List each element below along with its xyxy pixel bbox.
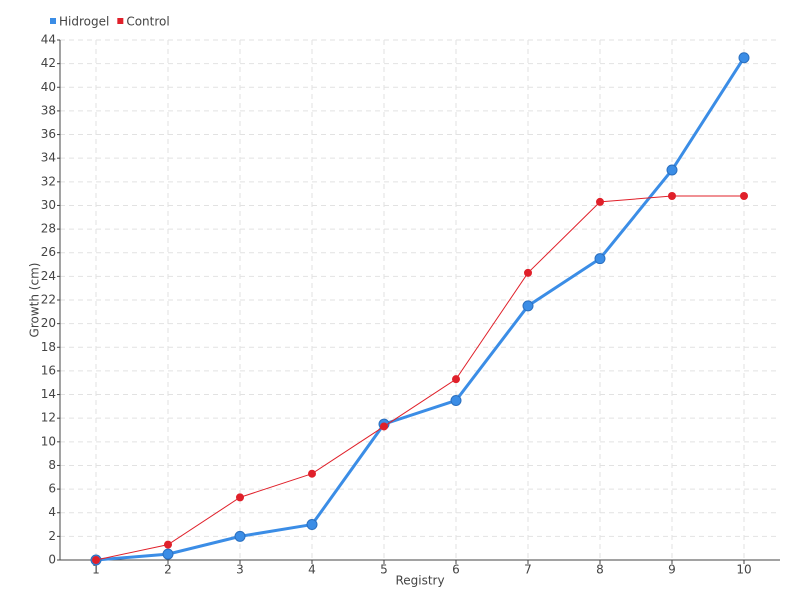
legend-swatch (117, 18, 124, 24)
data-point (162, 548, 174, 560)
data-point (666, 164, 678, 176)
data-point (380, 422, 388, 431)
x-tick-label: 7 (524, 563, 532, 577)
y-tick-label: 18 (41, 340, 56, 354)
data-point (234, 530, 246, 542)
data-point (92, 556, 100, 564)
data-point (524, 268, 532, 277)
x-tick-label: 5 (380, 563, 388, 577)
y-tick-label: 22 (41, 293, 56, 307)
y-tick-label: 36 (41, 127, 56, 141)
legend-label: Hidrogel (59, 15, 109, 29)
data-point (306, 519, 318, 531)
y-tick-label: 16 (41, 363, 56, 377)
legend-swatch (50, 18, 56, 24)
y-tick-label: 6 (48, 482, 56, 496)
data-point (450, 394, 462, 406)
y-tick-label: 38 (41, 103, 56, 117)
data-point (164, 540, 172, 549)
series-line (95, 195, 744, 561)
y-tick-label: 40 (41, 80, 56, 94)
y-tick-label: 34 (41, 151, 56, 165)
x-axis-label: Registry (395, 574, 444, 588)
y-tick-label: 0 (48, 553, 56, 567)
y-tick-label: 44 (41, 33, 56, 47)
series-line (95, 56, 746, 562)
x-tick-label: 3 (236, 563, 244, 577)
data-point (308, 469, 316, 478)
y-tick-label: 8 (48, 458, 56, 472)
grid (60, 39, 780, 561)
y-tick-label: 42 (41, 56, 56, 70)
y-tick-label: 14 (41, 387, 56, 401)
x-tick-label: 2 (164, 563, 172, 577)
legend-label: Control (126, 15, 169, 29)
x-tick-label: 4 (308, 563, 316, 577)
data-point (522, 300, 534, 312)
data-point (452, 375, 460, 384)
y-tick-label: 12 (41, 411, 56, 425)
y-axis-label: Growth (cm) (28, 263, 42, 338)
y-tick-label: 32 (41, 174, 56, 188)
data-point (740, 192, 748, 200)
x-tick-label: 1 (92, 563, 100, 577)
data-point (594, 253, 606, 265)
y-tick-label: 26 (41, 245, 56, 259)
data-point (236, 493, 244, 502)
y-tick-label: 4 (48, 505, 56, 519)
x-tick-label: 8 (596, 563, 604, 577)
y-tick-label: 10 (41, 434, 56, 448)
y-tick-label: 24 (41, 269, 56, 283)
data-point (738, 52, 750, 64)
data-point (596, 197, 604, 206)
y-tick-label: 20 (41, 316, 56, 330)
data-point (668, 192, 676, 200)
x-tick-label: 6 (452, 563, 460, 577)
y-tick-label: 2 (48, 529, 56, 543)
x-tick-label: 9 (668, 563, 676, 577)
y-tick-label: 28 (41, 222, 56, 236)
y-tick-label: 30 (41, 198, 56, 212)
x-tick-label: 10 (736, 563, 751, 577)
